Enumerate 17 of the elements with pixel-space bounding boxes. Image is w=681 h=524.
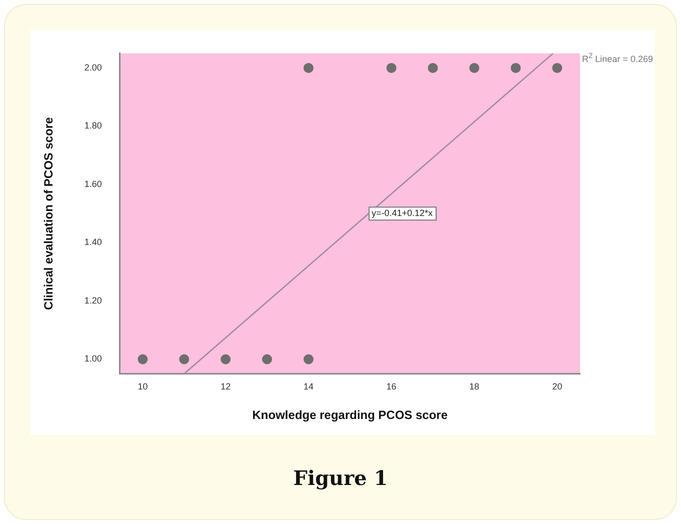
x-tick-label: 18: [469, 382, 480, 392]
y-axis-title: Clinical evaluation of PCOS score: [42, 116, 56, 310]
caption: Figure 1: [292, 466, 389, 490]
y-tick-label: 1.00: [84, 354, 102, 364]
y-tick-label: 1.40: [84, 237, 102, 248]
x-tick-label: 16: [386, 382, 396, 392]
y-tick-label: 2.00: [84, 62, 102, 72]
y-tick-label: 1.60: [84, 178, 102, 189]
x-tick-label: 20: [552, 382, 562, 392]
annotation: y=-0.41+0.12*x: [372, 208, 434, 218]
y-tick-label: 1.20: [84, 295, 102, 306]
y-tick-label: 1.80: [84, 120, 102, 131]
x-axis-title: Knowledge regarding PCOS score: [252, 408, 448, 422]
x-tick-label: 10: [138, 382, 148, 392]
x-tick-label: 14: [304, 382, 314, 392]
text: R$^{2}$ Linear = 0.269: [582, 51, 653, 64]
x-tick-label: 12: [220, 382, 231, 392]
